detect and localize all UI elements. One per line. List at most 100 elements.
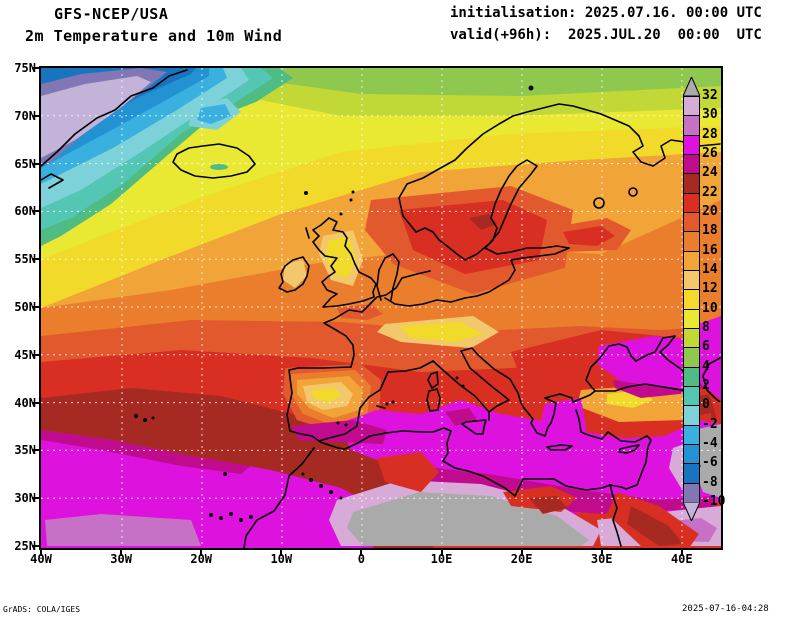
colorbar-tick--2: -2 — [702, 416, 718, 432]
colorbar-tick-12: 12 — [702, 281, 718, 297]
grads-credit: GrADS: COLA/IGES — [3, 605, 81, 614]
lat-tick — [32, 67, 39, 69]
colorbar-segment-12 — [684, 269, 699, 290]
lat-label-55N: 55N — [14, 252, 36, 267]
lon-label-10E: 10E — [430, 552, 453, 566]
colorbar-tick-8: 8 — [702, 319, 710, 335]
colorbar-segment-26 — [684, 134, 699, 154]
colorbar-segment--8 — [684, 463, 699, 483]
colorbar-segment--4 — [684, 424, 699, 444]
colorbar-tick-0: 0 — [702, 397, 710, 413]
lat-label-65N: 65N — [14, 156, 36, 171]
lon-tick — [440, 549, 443, 556]
graticule — [41, 68, 721, 548]
valid-time: valid(+96h): 2025.JUL.20 00:00 UTC — [450, 27, 762, 43]
lat-label-35N: 35N — [14, 443, 36, 458]
colorbar-tick-6: 6 — [702, 339, 710, 355]
lat-tick — [32, 497, 39, 500]
colorbar-segment-10 — [684, 289, 699, 309]
lon-label-20W: 20W — [190, 552, 213, 566]
initialisation-time: initialisation: 2025.07.16. 00:00 UTC — [450, 5, 762, 21]
colorbar-tick-14: 14 — [702, 261, 718, 277]
colorbar-tick--4: -4 — [702, 435, 718, 451]
terrain-dots — [134, 85, 701, 522]
coastlines — [41, 69, 721, 548]
colorbar-segment-18 — [684, 211, 699, 232]
colorbar-tick-16: 16 — [702, 242, 718, 258]
lat-label-25N: 25N — [14, 539, 36, 553]
lat-label-30N: 30N — [14, 491, 36, 506]
colorbar-segment-2 — [684, 366, 699, 386]
map-canvas — [41, 68, 721, 548]
lat-tick — [32, 401, 39, 404]
colorbar-tick-28: 28 — [702, 126, 718, 142]
lon-tick — [120, 549, 123, 556]
product-title: 2m Temperature and 10m Wind — [25, 27, 283, 45]
lat-tick — [32, 210, 39, 213]
colorbar-segment-0 — [684, 385, 699, 406]
colorbar-tick-26: 26 — [702, 145, 718, 161]
colorbar-segment-30 — [684, 96, 699, 116]
model-title: GFS-NCEP/USA — [54, 5, 169, 23]
colorbar-tick-4: 4 — [702, 358, 710, 374]
colorbar-tick--6: -6 — [702, 455, 718, 471]
lat-label-75N: 75N — [14, 61, 36, 75]
lat-tick — [32, 162, 39, 165]
colorbar-tick-10: 10 — [702, 300, 718, 316]
colorbar-segment-4 — [684, 347, 699, 367]
colorbar-tick-22: 22 — [702, 184, 718, 200]
lon-tick — [40, 549, 42, 556]
lat-label-45N: 45N — [14, 347, 36, 362]
lat-label-50N: 50N — [14, 300, 36, 314]
colorbar-segment--2 — [684, 405, 699, 425]
colorbar-above-max-shape — [683, 77, 700, 96]
lat-tick — [32, 545, 39, 547]
colorbar-below-min-triangle — [683, 502, 700, 521]
lat-tick — [32, 258, 39, 261]
colorbar-above-max-triangle — [683, 77, 700, 96]
colorbar-tick-2: 2 — [702, 377, 710, 393]
lon-label-30W: 30W — [110, 552, 132, 566]
lat-label-70N: 70N — [14, 108, 36, 123]
lon-label-30E: 30E — [590, 552, 613, 566]
lat-tick — [32, 114, 39, 117]
colorbar-segment-14 — [684, 250, 699, 270]
creation-timestamp: 2025-07-16-04:28 — [682, 604, 769, 614]
colorbar-segment-16 — [684, 231, 699, 251]
lon-label-40W: 40W — [30, 552, 52, 566]
colorbar-tick--8: -8 — [702, 474, 718, 490]
lon-tick — [520, 549, 523, 556]
colorbar-tick--10: -10 — [702, 493, 726, 509]
colorbar-segment-8 — [684, 308, 699, 328]
colorbar-below-min-shape — [683, 502, 700, 521]
lon-label-20E: 20E — [510, 552, 533, 566]
lon-label-40E: 40E — [670, 552, 693, 566]
lon-tick — [680, 549, 683, 556]
lat-label-60N: 60N — [14, 204, 36, 219]
colorbar-tick-30: 30 — [702, 107, 718, 123]
temperature-field — [41, 68, 721, 548]
colorbar — [683, 96, 700, 503]
colorbar-segment-6 — [684, 327, 699, 348]
colorbar-segment-22 — [684, 173, 699, 193]
lon-tick — [280, 549, 283, 556]
lat-tick — [32, 449, 39, 452]
colorbar-segment-28 — [684, 115, 699, 135]
lat-tick — [32, 306, 39, 308]
colorbar-tick-18: 18 — [702, 223, 718, 239]
lon-tick — [360, 549, 363, 556]
lat-label-40N: 40N — [14, 395, 36, 410]
colorbar-tick-24: 24 — [702, 165, 718, 181]
lon-tick — [600, 549, 603, 556]
lon-tick — [200, 549, 203, 556]
colorbar-tick-32: 32 — [702, 88, 718, 103]
map-frame — [39, 66, 723, 550]
lon-label-0: 0 — [357, 552, 365, 566]
colorbar-segment--10 — [684, 482, 699, 502]
lat-tick — [32, 353, 39, 356]
colorbar-segment-24 — [684, 153, 699, 174]
colorbar-segment-20 — [684, 192, 699, 212]
colorbar-segment--6 — [684, 443, 699, 464]
lon-label-10W: 10W — [270, 552, 293, 566]
